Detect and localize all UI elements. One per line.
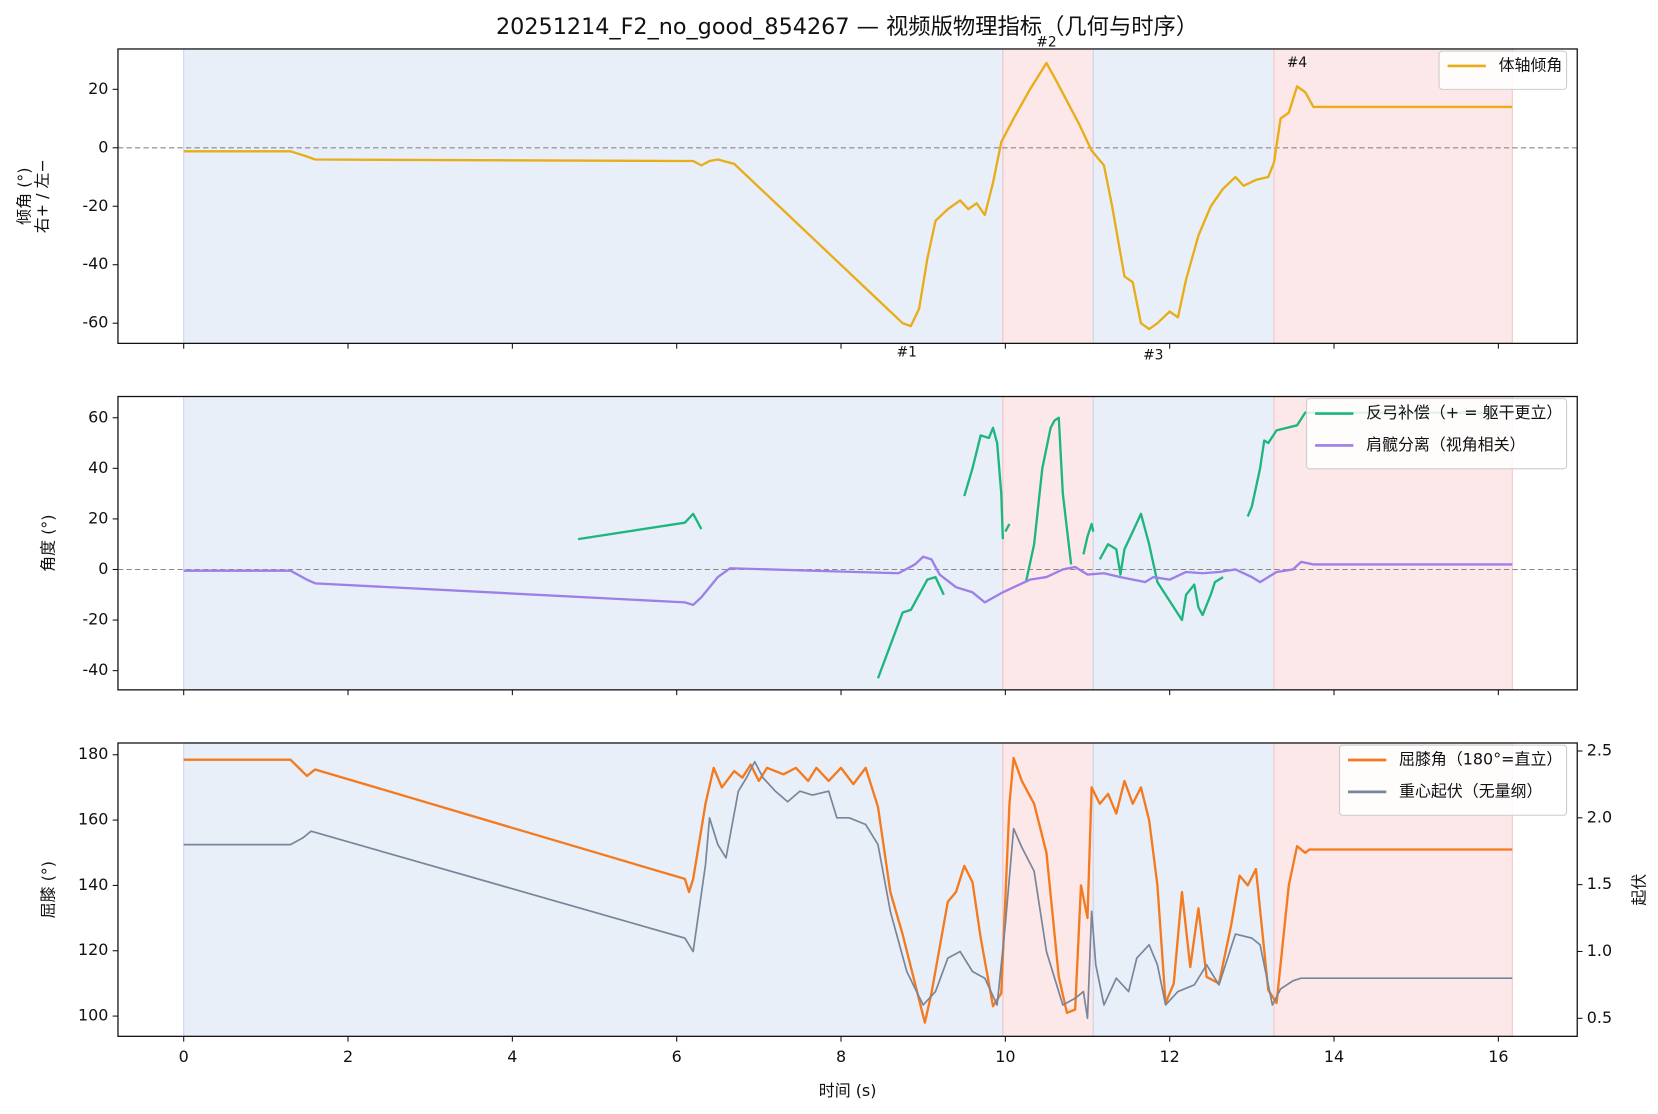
y-tick-label: 160 [78,810,108,829]
x-tick-label: 10 [995,1047,1015,1066]
y-tick-label: -20 [82,610,108,629]
y-tick-label: 120 [78,940,108,959]
series-line [577,411,1513,679]
legend: 屈膝角（180°=直立） 重心起伏（无量纲） [1338,744,1568,816]
series-line [183,61,1513,331]
shaded-span [183,48,1004,344]
annotation: #3 [1143,347,1163,363]
x-tick-label: 8 [836,1047,846,1066]
legend-box [1338,744,1568,816]
x-axis-label: 时间 (s) [819,1081,877,1100]
x-tick-label: 14 [1324,1047,1344,1066]
plot-frame [117,395,1578,691]
y2-tick-label: 1.5 [1587,874,1612,893]
shaded-span [1002,742,1094,1037]
x-tick-label: 2 [343,1047,353,1066]
shaded-span [1092,48,1275,344]
y-axis-label: 屈膝 (°) [38,861,57,918]
x-tick-label: 12 [1160,1047,1180,1066]
series-line [183,760,1513,1020]
y-tick-label: 20 [88,79,108,98]
y-axis-label: 右+ / 左− [33,159,52,233]
y-tick-label: 0 [98,137,108,156]
annotation: #4 [1287,55,1307,71]
x-tick-label: 0 [179,1047,189,1066]
plot-frame [117,742,1578,1037]
y-tick-label: 140 [78,875,108,894]
y-tick-label: 0 [98,559,108,578]
legend-box [1438,50,1568,90]
legend-label: 反弓补偿（+ = 躯干更立） [1366,403,1562,422]
y-tick-label: 20 [88,508,108,527]
legend-box [1306,398,1568,470]
x-tick-label: 16 [1488,1047,1508,1066]
shaded-span [1092,395,1275,691]
y2-tick-label: 1.0 [1587,941,1612,960]
y2-axis-label: 起伏 [1629,874,1648,906]
shaded-span [1092,742,1275,1037]
y2-tick-label: 2.5 [1587,741,1612,760]
legend-label: 屈膝角（180°=直立） [1399,749,1562,768]
legend: 反弓补偿（+ = 躯干更立） 肩髋分离（视角相关） [1306,398,1568,470]
x-tick-label: 6 [672,1047,682,1066]
y-tick-label: -40 [82,660,108,679]
y-tick-label: 60 [88,407,108,426]
y2-tick-label: 0.5 [1587,1008,1612,1027]
x-tick-label: 4 [507,1047,517,1066]
figure-title: 20251214_F2_no_good_854267 — 视频版物理指标（几何与… [496,14,1198,40]
shaded-span [1273,48,1513,344]
y-axis-label: 角度 (°) [38,515,57,572]
legend-label: 肩髋分离（视角相关） [1366,435,1525,454]
y2-tick-label: 2.0 [1587,807,1612,826]
annotation: #1 [897,344,917,360]
y-tick-label: -40 [82,254,108,273]
y-tick-label: -20 [82,196,108,215]
shaded-span [183,395,1004,691]
shaded-span [183,742,1004,1037]
series-line [183,555,1513,607]
legend-label: 重心起伏（无量纲） [1399,781,1542,800]
shaded-span [1002,48,1094,344]
y-tick-label: 100 [78,1006,108,1025]
legend-label: 体轴倾角 [1499,55,1563,74]
annotation: #2 [1036,35,1056,51]
y-axis-label: 倾角 (°) [14,167,33,224]
legend: 体轴倾角 [1438,50,1568,90]
y-tick-label: -60 [82,313,108,332]
plot-frame [117,48,1578,345]
y-tick-label: 40 [88,458,108,477]
y-tick-label: 180 [78,744,108,763]
